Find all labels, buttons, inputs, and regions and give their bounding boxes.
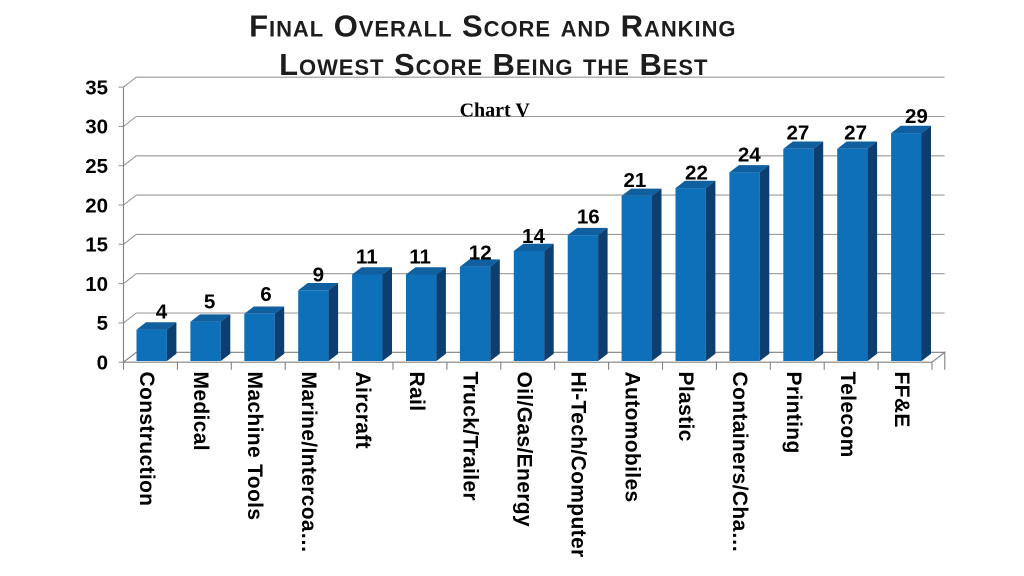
svg-text:Lowest Score Being the Best: Lowest Score Being the Best: [279, 47, 708, 82]
svg-text:35: 35: [85, 76, 108, 99]
svg-text:30: 30: [85, 116, 108, 139]
svg-text:Oil/Gas/Energy: Oil/Gas/Energy: [513, 372, 536, 527]
svg-text:Final Overall Score and Rankin: Final Overall Score and Ranking: [249, 9, 736, 44]
svg-text:Automobiles: Automobiles: [620, 372, 643, 503]
svg-text:Truck/Trailer: Truck/Trailer: [459, 372, 482, 501]
svg-text:24: 24: [738, 144, 761, 167]
svg-text:16: 16: [577, 206, 600, 229]
svg-text:5: 5: [204, 291, 215, 314]
svg-text:12: 12: [469, 242, 492, 265]
svg-text:27: 27: [786, 122, 809, 145]
svg-text:0: 0: [97, 352, 108, 375]
svg-text:11: 11: [409, 246, 431, 269]
svg-text:Containers/Cha…: Containers/Cha…: [728, 372, 751, 553]
svg-text:Construction: Construction: [135, 372, 158, 507]
svg-text:20: 20: [85, 194, 108, 217]
svg-text:22: 22: [685, 161, 708, 184]
svg-text:Telecom: Telecom: [836, 372, 859, 458]
svg-text:Hi-Tech/Computer: Hi-Tech/Computer: [567, 372, 590, 558]
svg-text:6: 6: [260, 283, 271, 306]
svg-text:25: 25: [85, 155, 108, 178]
svg-text:FF&E: FF&E: [890, 372, 913, 428]
svg-text:5: 5: [97, 312, 108, 335]
svg-text:Medical: Medical: [189, 372, 212, 451]
svg-text:Marine/Intercoa…: Marine/Intercoa…: [297, 372, 320, 554]
svg-text:Chart V: Chart V: [460, 99, 531, 121]
svg-text:10: 10: [85, 273, 108, 296]
svg-text:14: 14: [522, 225, 545, 248]
svg-text:27: 27: [844, 122, 867, 145]
svg-text:15: 15: [85, 234, 108, 257]
svg-text:Machine Tools: Machine Tools: [243, 372, 266, 521]
svg-text:Plastic: Plastic: [674, 372, 697, 442]
svg-text:9: 9: [313, 264, 324, 287]
svg-text:4: 4: [156, 301, 168, 324]
svg-text:11: 11: [356, 246, 378, 269]
svg-text:Rail: Rail: [405, 372, 428, 412]
svg-text:Aircraft: Aircraft: [351, 372, 374, 450]
svg-text:21: 21: [623, 169, 646, 192]
svg-text:29: 29: [905, 105, 928, 128]
svg-text:Printing: Printing: [782, 372, 805, 454]
